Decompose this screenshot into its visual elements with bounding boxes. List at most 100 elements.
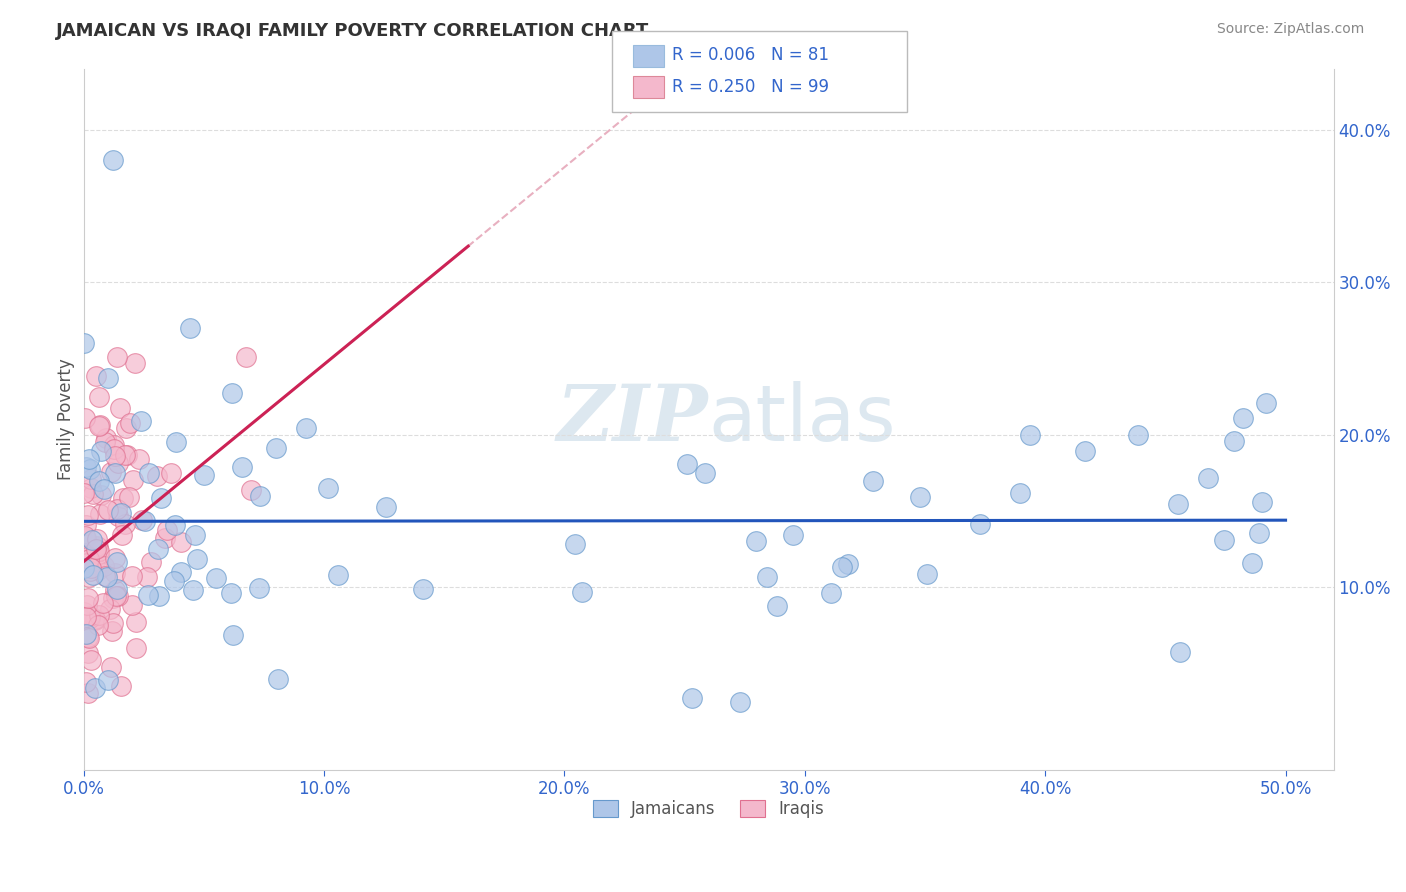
Point [105, 582, 128, 596]
Point [83, 613, 105, 627]
Point [564, 537, 586, 551]
Point [111, 491, 134, 505]
Text: Source: ZipAtlas.com: Source: ZipAtlas.com [1216, 22, 1364, 37]
Point [782, 528, 804, 542]
Point [1223, 434, 1246, 449]
Point [862, 474, 884, 488]
Point [90, 444, 112, 458]
Point [375, 500, 398, 514]
Point [80, 533, 103, 547]
Point [77, 451, 100, 466]
Point [105, 502, 128, 516]
Point [165, 517, 187, 532]
Text: ZIP: ZIP [557, 381, 709, 458]
Point [82, 486, 104, 500]
Legend: Jamaicans, Iraqis: Jamaicans, Iraqis [586, 793, 831, 825]
Point [222, 628, 245, 642]
Point [118, 416, 141, 430]
Point [86, 618, 108, 632]
Point [181, 582, 204, 597]
Point [79, 608, 101, 623]
Point [820, 586, 842, 600]
Point [316, 481, 339, 495]
Point [86, 563, 108, 577]
Point [915, 566, 938, 581]
Point [98, 601, 121, 615]
Point [75, 675, 97, 690]
Point [136, 588, 159, 602]
Point [75, 626, 97, 640]
Point [146, 542, 169, 557]
Point [1167, 498, 1189, 512]
Point [79, 610, 101, 624]
Point [155, 531, 177, 545]
Point [179, 320, 201, 334]
Point [755, 570, 778, 584]
Point [247, 581, 270, 595]
Point [72, 486, 94, 500]
Point [184, 528, 207, 542]
Point [730, 695, 752, 709]
Point [219, 585, 242, 599]
Point [134, 514, 156, 528]
Point [1008, 485, 1031, 500]
Point [110, 679, 132, 693]
Point [122, 473, 145, 487]
Point [104, 466, 127, 480]
Point [83, 557, 105, 571]
Point [1250, 494, 1272, 508]
Text: R = 0.250   N = 99: R = 0.250 N = 99 [672, 78, 830, 95]
Point [73, 529, 96, 543]
Point [908, 490, 931, 504]
Point [89, 418, 111, 433]
Point [76, 646, 98, 660]
Point [100, 624, 122, 638]
Point [193, 467, 215, 482]
Point [77, 551, 100, 566]
Point [75, 531, 97, 545]
Point [86, 532, 108, 546]
Point [969, 517, 991, 532]
Point [121, 599, 143, 613]
Point [675, 458, 697, 472]
Point [1232, 411, 1254, 425]
Point [148, 589, 170, 603]
Point [170, 535, 193, 549]
Point [93, 483, 115, 497]
Point [125, 615, 148, 629]
Point [412, 582, 434, 596]
Point [87, 547, 110, 561]
Point [97, 503, 120, 517]
Point [114, 448, 136, 462]
Point [77, 631, 100, 645]
Point [73, 336, 96, 351]
Point [73, 546, 96, 560]
Point [101, 153, 124, 167]
Point [1126, 428, 1149, 442]
Point [80, 471, 103, 485]
Point [76, 549, 98, 564]
Point [249, 489, 271, 503]
Point [77, 591, 100, 606]
Point [77, 686, 100, 700]
Point [1168, 645, 1191, 659]
Point [831, 559, 853, 574]
Point [72, 561, 94, 575]
Point [84, 612, 107, 626]
Point [765, 599, 787, 613]
Point [135, 570, 157, 584]
Point [160, 467, 183, 481]
Point [128, 451, 150, 466]
Point [1241, 556, 1264, 570]
Point [114, 516, 136, 531]
Point [104, 449, 127, 463]
Point [96, 570, 118, 584]
Point [165, 434, 187, 449]
Point [107, 508, 129, 523]
Point [1254, 396, 1277, 410]
Point [139, 555, 162, 569]
Point [84, 368, 107, 383]
Point [110, 506, 132, 520]
Point [89, 390, 111, 404]
Text: R = 0.006   N = 81: R = 0.006 N = 81 [672, 46, 830, 64]
